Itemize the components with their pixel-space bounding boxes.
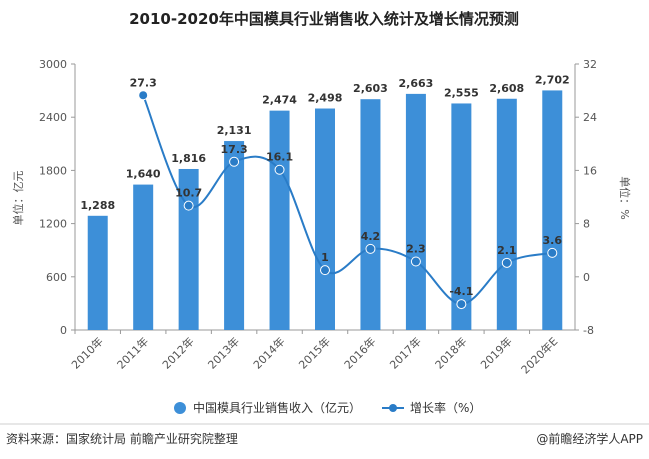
plot-area: 0 600 1200 1800 2400 3000 -8 0 8 16 24 32 1,288 1,640… — [39, 58, 597, 377]
bar-value-label: 2,608 — [489, 82, 524, 95]
footer-source: 资料来源：国家统计局 前瞻产业研究院整理 — [6, 431, 238, 446]
growth-rate-point — [274, 164, 285, 175]
growth-rate-point — [320, 265, 330, 276]
growth-rate-label: 3.6 — [543, 234, 563, 247]
y-right-tick-label: 16 — [583, 164, 597, 177]
growth-rate-label: -4.1 — [449, 285, 473, 298]
growth-rate-label: 16.1 — [266, 151, 293, 164]
x-tick-label: 2017年 — [387, 334, 424, 371]
y-left-tick-label: 1800 — [39, 164, 67, 177]
y-right-tick-label: 24 — [583, 111, 597, 124]
legend-line-dot — [389, 404, 397, 412]
bar — [542, 90, 563, 330]
bar — [451, 103, 472, 330]
y-left-tick-label: 1200 — [39, 218, 67, 231]
bar-value-label: 1,816 — [171, 152, 206, 165]
footer-brand: @前瞻经济学人APP — [536, 431, 643, 446]
y-right-tick-label: -8 — [583, 324, 594, 337]
bar-value-label: 1,288 — [80, 199, 115, 212]
bar-value-label: 2,131 — [217, 124, 252, 137]
growth-rate-point — [547, 247, 558, 258]
x-tick-label: 2016年 — [341, 334, 378, 371]
bar-value-label: 2,702 — [535, 73, 570, 86]
growth-rate-label: 1 — [321, 251, 329, 264]
x-tick-label: 2019年 — [477, 334, 514, 371]
growth-rate-point — [138, 90, 149, 101]
bar — [133, 184, 154, 330]
x-tick-label: 2020年E — [518, 334, 560, 376]
y-right-tick-label: 32 — [583, 58, 597, 71]
growth-rate-point — [501, 257, 512, 268]
growth-rate-point — [183, 200, 194, 211]
growth-rate-line — [142, 94, 553, 306]
x-tick-label: 2018年 — [432, 334, 469, 371]
bar — [405, 93, 426, 330]
chart-title: 2010-2020年中国模具行业销售收入统计及增长情况预测 — [129, 10, 519, 28]
bar — [315, 108, 335, 330]
bar-value-label: 2,603 — [353, 82, 388, 95]
y-left-tick-label: 600 — [46, 271, 67, 284]
bar — [496, 98, 517, 331]
legend-bar-label: 中国模具行业销售收入（亿元） — [193, 400, 361, 415]
growth-rate-point — [410, 256, 421, 267]
bar-value-label: 2,474 — [262, 94, 297, 107]
x-tick-label: 2012年 — [159, 334, 196, 371]
x-tick-label: 2013年 — [205, 334, 242, 371]
growth-rate-point — [365, 243, 376, 254]
growth-rate-point — [229, 156, 240, 167]
growth-rate-label: 10.7 — [175, 187, 202, 200]
y-axis-right-label: 单位：% — [618, 176, 632, 219]
bar — [224, 141, 245, 330]
growth-rate-label: 17.3 — [221, 143, 248, 156]
y-left-tick-label: 3000 — [39, 58, 67, 71]
bar — [87, 215, 108, 330]
y-axis-left-label: 单位：亿元 — [11, 171, 25, 226]
y-right-tick-label: 0 — [583, 271, 590, 284]
x-tick-label: 2011年 — [114, 334, 151, 371]
x-tick-label: 2014年 — [250, 334, 287, 371]
bar-value-label: 2,555 — [444, 86, 479, 99]
y-left-tick-label: 2400 — [39, 111, 67, 124]
growth-rate-label: 2.1 — [497, 244, 517, 257]
x-tick-label: 2015年 — [296, 334, 333, 371]
legend-bar-marker — [174, 402, 186, 414]
bar — [178, 168, 199, 330]
bar — [269, 110, 290, 330]
growth-rate-label: 27.3 — [130, 76, 157, 89]
bar-value-label: 2,498 — [308, 92, 343, 105]
x-tick-label: 2010年 — [68, 334, 105, 371]
bar-value-label: 2,663 — [399, 77, 434, 90]
bar — [360, 99, 381, 330]
y-left-tick-label: 0 — [60, 324, 67, 337]
legend: 中国模具行业销售收入（亿元） 增长率（%） — [174, 400, 481, 415]
bar-value-label: 1,640 — [126, 168, 161, 181]
growth-rate-label: 4.2 — [361, 230, 381, 243]
growth-rate-label: 2.3 — [406, 243, 426, 256]
legend-line-label: 增长率（%） — [410, 400, 481, 415]
y-right-tick-label: 8 — [583, 218, 590, 231]
growth-rate-point — [456, 299, 467, 310]
